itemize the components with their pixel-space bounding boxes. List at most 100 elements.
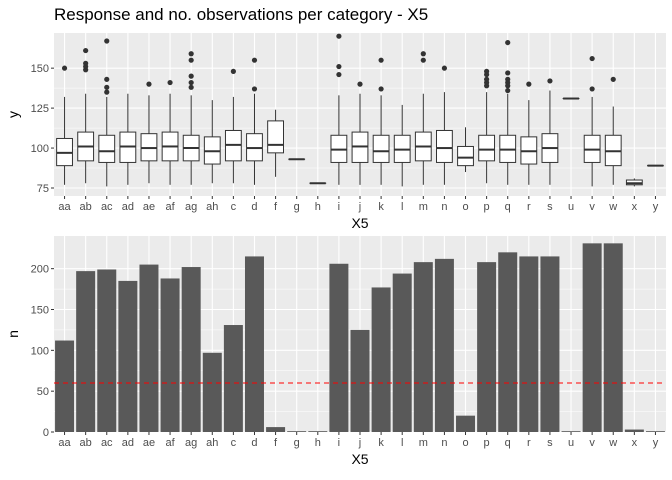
outlier-point	[188, 57, 194, 63]
bar-i	[329, 263, 349, 432]
outlier-point	[357, 81, 363, 87]
x-tick-label-ad: ad	[122, 201, 134, 213]
x-tick-label-l: l	[401, 201, 403, 213]
bar-panel: 0 50 100 150 200 aa ab ac ad ae af ag ah c d f g h i j k l m n o…	[5, 236, 666, 467]
box-ac	[98, 38, 116, 187]
outlier-point	[251, 57, 258, 63]
x-tick-label-u: u	[568, 437, 574, 449]
box-v	[583, 55, 601, 187]
x-tick-label-ac: ac	[101, 437, 113, 449]
x-tick-label-h: h	[315, 201, 321, 213]
outlier-point	[104, 89, 110, 95]
box-ag	[182, 51, 200, 185]
bar-n	[434, 258, 454, 432]
box-i	[330, 33, 348, 185]
outlier-point	[505, 87, 511, 94]
outlier-point	[505, 39, 511, 46]
y-tick-label: 200	[31, 264, 49, 276]
x-tick-label-c: c	[231, 201, 237, 213]
chart-title: Response and no. observations per catego…	[54, 5, 428, 24]
bar-q	[498, 252, 518, 432]
bar-h	[308, 431, 328, 432]
x-tick-label-ab: ab	[80, 437, 92, 449]
x-tick-label-ac: ac	[101, 201, 113, 213]
outlier-point	[505, 70, 511, 76]
outlier-point	[336, 71, 342, 78]
x-tick-label-q: q	[505, 437, 511, 449]
outlier-point	[526, 81, 532, 87]
bar-o	[456, 415, 476, 432]
y-axis-title: y	[5, 111, 21, 118]
outlier-point	[188, 84, 194, 90]
bar-c	[223, 325, 243, 432]
x-tick-label-g: g	[294, 201, 300, 213]
outlier-point	[61, 65, 68, 71]
bar-l	[392, 273, 412, 432]
box-body	[478, 134, 496, 162]
y-tick-label: 75	[37, 183, 49, 195]
x-tick-label-aa: aa	[58, 201, 71, 213]
box-r	[520, 81, 538, 185]
x-tick-label-af: af	[165, 201, 175, 213]
outlier-point	[104, 84, 110, 90]
box-p	[478, 68, 496, 184]
box-body	[372, 134, 390, 163]
outlier-point	[336, 33, 342, 39]
x-tick-label-i: i	[338, 201, 340, 213]
x-tick-label-x: x	[632, 437, 638, 449]
box-k	[372, 57, 390, 185]
x-tick-label-aa: aa	[58, 437, 71, 449]
bar-ah	[202, 352, 222, 432]
x-tick-label-v: v	[589, 437, 595, 449]
x-tick-label-s: s	[547, 201, 553, 213]
x-tick-label-r: r	[527, 437, 531, 449]
bar-f	[266, 427, 286, 432]
x-tick-label-ah: ah	[206, 437, 218, 449]
outlier-point	[251, 86, 258, 92]
x-tick-label-j: j	[358, 437, 361, 449]
box-n	[436, 65, 453, 185]
bar-ab	[76, 271, 96, 432]
x-tick-label-ad: ad	[122, 437, 134, 449]
box-s	[541, 78, 559, 185]
outlier-point	[420, 51, 426, 57]
bar-ac	[97, 269, 117, 432]
x-tick-label-m: m	[419, 201, 428, 213]
x-tick-label-c: c	[231, 437, 237, 449]
x-tick-label-d: d	[251, 201, 257, 213]
box-o	[457, 127, 474, 173]
y-axis-title: n	[5, 330, 21, 338]
outlier-point	[547, 78, 553, 84]
x-tick-label-l: l	[401, 437, 403, 449]
bar-k	[371, 287, 391, 432]
x-tick-label-d: d	[251, 437, 257, 449]
outlier-point	[188, 51, 194, 57]
x-tick-label-o: o	[462, 201, 468, 213]
box-j	[351, 81, 369, 185]
y-tick-label: 150	[31, 305, 49, 317]
outlier-point	[83, 47, 89, 54]
x-tick-label-ae: ae	[143, 437, 155, 449]
x-tick-label-n: n	[441, 437, 447, 449]
x-tick-label-u: u	[568, 201, 574, 213]
bar-d	[244, 256, 264, 432]
outlier-point	[146, 81, 152, 87]
bar-r	[519, 256, 539, 432]
outlier-point	[188, 79, 194, 86]
x-tick-label-f: f	[274, 437, 278, 449]
box-l	[393, 104, 411, 187]
x-tick-label-k: k	[378, 201, 384, 213]
x-tick-label-w: w	[608, 437, 617, 449]
x-tick-label-x: x	[632, 201, 638, 213]
outlier-point	[420, 57, 426, 63]
outlier-point	[484, 68, 490, 74]
x-tick-label-ag: ag	[185, 437, 197, 449]
x-axis-title: X5	[351, 451, 368, 467]
x-tick-label-n: n	[441, 201, 447, 213]
bar-u	[561, 431, 581, 432]
outlier-point	[336, 63, 342, 70]
bar-p	[477, 262, 497, 432]
x-tick-label-r: r	[527, 201, 531, 213]
bar-af	[160, 278, 180, 432]
